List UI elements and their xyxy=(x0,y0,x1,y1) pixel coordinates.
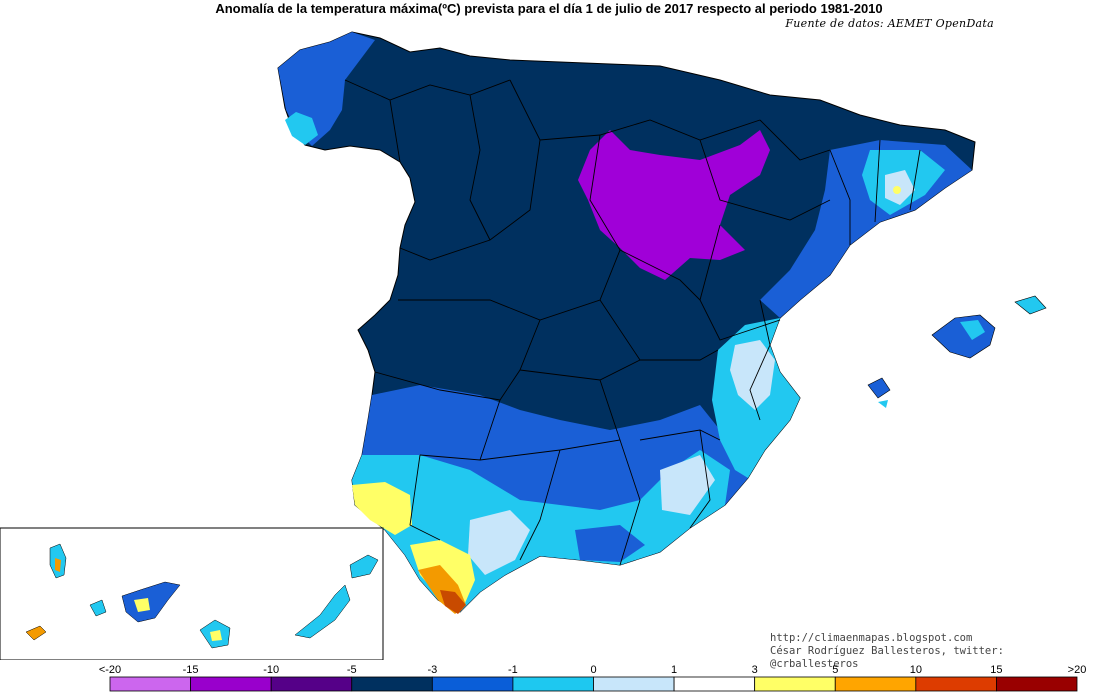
legend-labels: <-20 -15 -10 -5 -3 -1 0 1 3 5 10 15 >20 xyxy=(99,664,1087,676)
anomaly-map xyxy=(0,31,1047,660)
legend-label: 10 xyxy=(910,664,922,676)
legend-label: -3 xyxy=(427,664,437,676)
lanzarote xyxy=(349,554,379,579)
canary-inset-frame xyxy=(0,527,384,660)
province-borders xyxy=(344,79,921,566)
legend-swatch xyxy=(915,676,997,692)
legend-swatch xyxy=(351,676,433,692)
color-legend: <-20 -15 -10 -5 -3 -1 0 1 3 5 10 15 >20 xyxy=(99,664,1087,692)
cadiz-dark-orange xyxy=(440,590,466,614)
legend-swatch xyxy=(996,676,1078,692)
mallorca-cyan xyxy=(960,320,985,340)
andalucia-pale xyxy=(468,510,530,575)
balearic-islands xyxy=(867,295,1047,408)
legend-label: -10 xyxy=(263,664,279,676)
mallorca xyxy=(931,314,996,359)
formentera xyxy=(878,400,888,408)
la-gomera xyxy=(89,599,107,617)
huelva-yellow xyxy=(352,482,412,535)
granada-blue xyxy=(575,525,645,562)
legend-label: -5 xyxy=(347,664,357,676)
legend-label: <-20 xyxy=(99,664,121,676)
blog-link[interactable]: http://climaenmapas.blogspot.com xyxy=(770,632,973,644)
data-source: Fuente de datos: AEMET OpenData xyxy=(785,17,994,30)
valencia-pale xyxy=(730,340,775,410)
legend-swatch xyxy=(512,676,594,692)
legend-label: 5 xyxy=(832,664,838,676)
catalonia-warm-spot xyxy=(893,186,901,194)
author-credit: César Rodríguez Ballesteros, twitter: @c… xyxy=(770,645,1004,670)
legend-swatch xyxy=(109,676,191,692)
legend-swatch xyxy=(190,676,272,692)
legend-swatch xyxy=(754,676,836,692)
legend-swatch xyxy=(270,676,353,692)
galicia-cyan-zone xyxy=(285,112,318,145)
legend-label: 3 xyxy=(752,664,758,676)
legend-swatch xyxy=(431,676,514,692)
central-purple-zone xyxy=(578,130,770,280)
gran-canaria-warm xyxy=(210,630,222,641)
legend-swatch xyxy=(834,676,917,692)
fuerteventura xyxy=(294,584,351,639)
legend-label: 15 xyxy=(990,664,1002,676)
legend-label: -1 xyxy=(508,664,518,676)
legend-label: 1 xyxy=(671,664,677,676)
map-title: Anomalía de la temperatura máxima(ºC) pr… xyxy=(215,1,883,16)
ibiza xyxy=(867,377,891,399)
el-hierro xyxy=(25,625,47,641)
legend-label: 0 xyxy=(590,664,596,676)
credits: http://climaenmapas.blogspot.com César R… xyxy=(770,632,1098,671)
legend-swatch xyxy=(673,676,756,692)
legend-swatches xyxy=(109,676,1078,692)
menorca xyxy=(1014,295,1047,315)
canary-islands xyxy=(25,543,379,649)
legend-swatch xyxy=(593,676,675,692)
tenerife xyxy=(121,581,181,623)
tenerife-yellow xyxy=(134,598,150,612)
la-palma-warm xyxy=(55,558,61,572)
legend-label: -15 xyxy=(183,664,199,676)
almeria-pale xyxy=(660,455,715,515)
legend-label: >20 xyxy=(1068,664,1087,676)
